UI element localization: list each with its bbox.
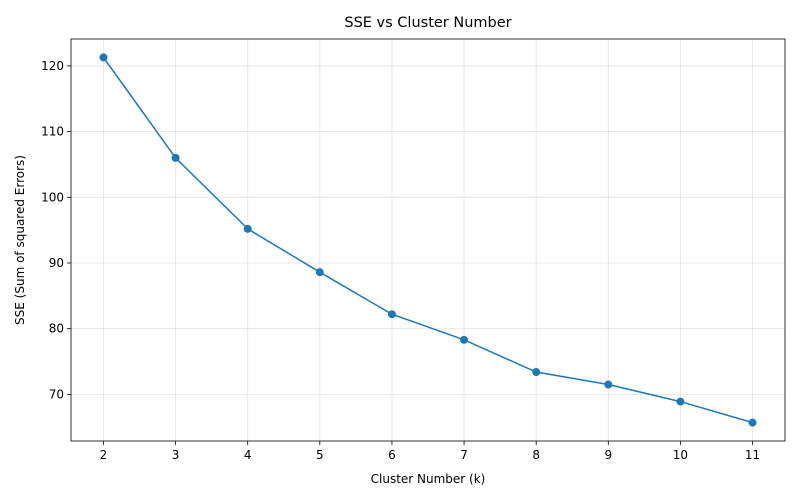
x-tick-label: 3 [172,448,180,462]
grid-lines [71,39,785,441]
data-point [243,224,252,233]
x-tick-label: 5 [316,448,324,462]
data-point [748,418,757,427]
x-tick-label: 2 [100,448,108,462]
x-tick-label: 9 [604,448,612,462]
data-point [99,53,108,62]
data-point [171,153,180,162]
series-line [102,56,753,424]
data-point [676,397,685,406]
plot-frame [70,38,786,442]
y-axis: 70 80 90 100 110 120 [41,59,71,401]
y-axis-label: SSE (Sum of squared Errors) [13,155,27,325]
x-tick-label: 8 [532,448,540,462]
y-tick-label: 120 [41,59,64,73]
x-tick-label: 6 [388,448,396,462]
x-axis-label: Cluster Number (k) [371,472,486,486]
data-point [604,380,613,389]
y-tick-label: 90 [49,256,64,270]
x-tick-label: 10 [673,448,688,462]
data-point [460,335,469,344]
x-axis: 2 3 4 5 6 7 8 9 10 11 [100,441,760,462]
x-tick-label: 11 [745,448,760,462]
y-tick-label: 100 [41,190,64,204]
y-tick-label: 70 [49,387,64,401]
data-point [387,310,396,319]
data-point [532,368,541,377]
y-tick-label: 80 [49,322,64,336]
y-tick-label: 110 [41,125,64,139]
x-tick-label: 4 [244,448,252,462]
chart-title: SSE vs Cluster Number [344,15,511,31]
x-tick-label: 7 [460,448,468,462]
data-point [315,268,324,277]
series-layer [99,53,757,427]
